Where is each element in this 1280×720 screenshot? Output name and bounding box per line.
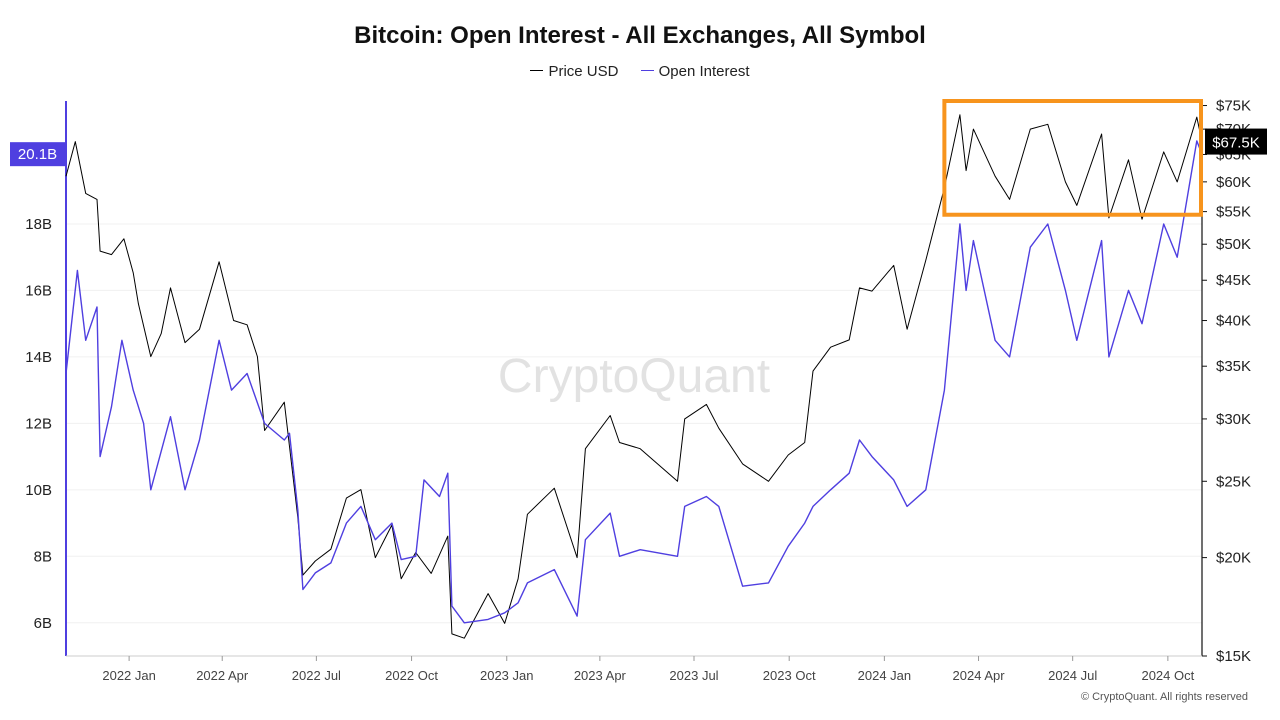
y-left-tick-label: 12B [25,415,52,432]
y-right-tick-label: $30K [1216,411,1251,428]
x-tick-label: 2022 Apr [196,668,249,683]
watermark: CryptoQuant [498,350,770,403]
highlight-rectangle [942,99,1203,217]
y-right-tick-label: $75K [1216,98,1251,115]
copyright-footer: © CryptoQuant. All rights reserved [1080,691,1248,703]
y-right-tick-label: $45K [1216,272,1251,289]
x-tick-label: 2023 Oct [763,668,816,683]
y-right-tick-label: $55K [1216,204,1251,221]
oi-current-value-label: 20.1B [18,146,57,163]
legend-item-price[interactable]: Price USD [530,63,618,80]
y-right-tick-label: $25K [1216,473,1251,490]
x-tick-label: 2022 Oct [385,668,438,683]
y-left-tick-label: 10B [25,482,52,499]
legend-label-price: Price USD [548,63,619,80]
price-current-value-badge [1205,128,1267,155]
legend-item-open-interest[interactable]: Open Interest [640,63,750,80]
x-tick-label: 2022 Jul [292,668,341,683]
x-tick-label: 2023 Apr [574,668,627,683]
y-left-tick-label: 16B [25,282,52,299]
y-right-tick-label: $60K [1216,174,1251,191]
x-tick-label: 2024 Jan [858,668,912,683]
price-usd-line [65,114,1203,639]
y-left-tick-label: 6B [34,615,52,632]
x-tick-label: 2022 Jan [102,668,156,683]
y-right-tick-label: $50K [1216,236,1251,253]
price-current-value-label: $67.5K [1212,135,1260,152]
legend-swatch-price [530,69,544,71]
chart-title: Bitcoin: Open Interest - All Exchanges, … [354,22,926,49]
y-right-tick-label: $35K [1216,358,1251,375]
x-tick-label: 2024 Jul [1048,668,1097,683]
y-right-tick-label: $15K [1216,648,1251,665]
y-left-tick-label: 18B [25,216,52,233]
y-right-tick-label: $40K [1216,313,1251,330]
open-interest-line [65,140,1203,624]
legend-swatch-open-interest [640,69,654,71]
x-tick-label: 2024 Oct [1141,668,1194,683]
y-right-tick-label: $20K [1216,550,1251,567]
x-tick-label: 2023 Jan [480,668,534,683]
legend-label-open-interest: Open Interest [658,63,750,80]
x-tick-label: 2024 Apr [953,668,1006,683]
chart-legend: Price USD Open Interest [0,63,1280,80]
y-left-tick-label: 14B [25,349,52,366]
oi-current-value-badge [10,142,65,167]
y-left-tick-label: 8B [34,548,52,565]
x-tick-label: 2023 Jul [669,668,718,683]
